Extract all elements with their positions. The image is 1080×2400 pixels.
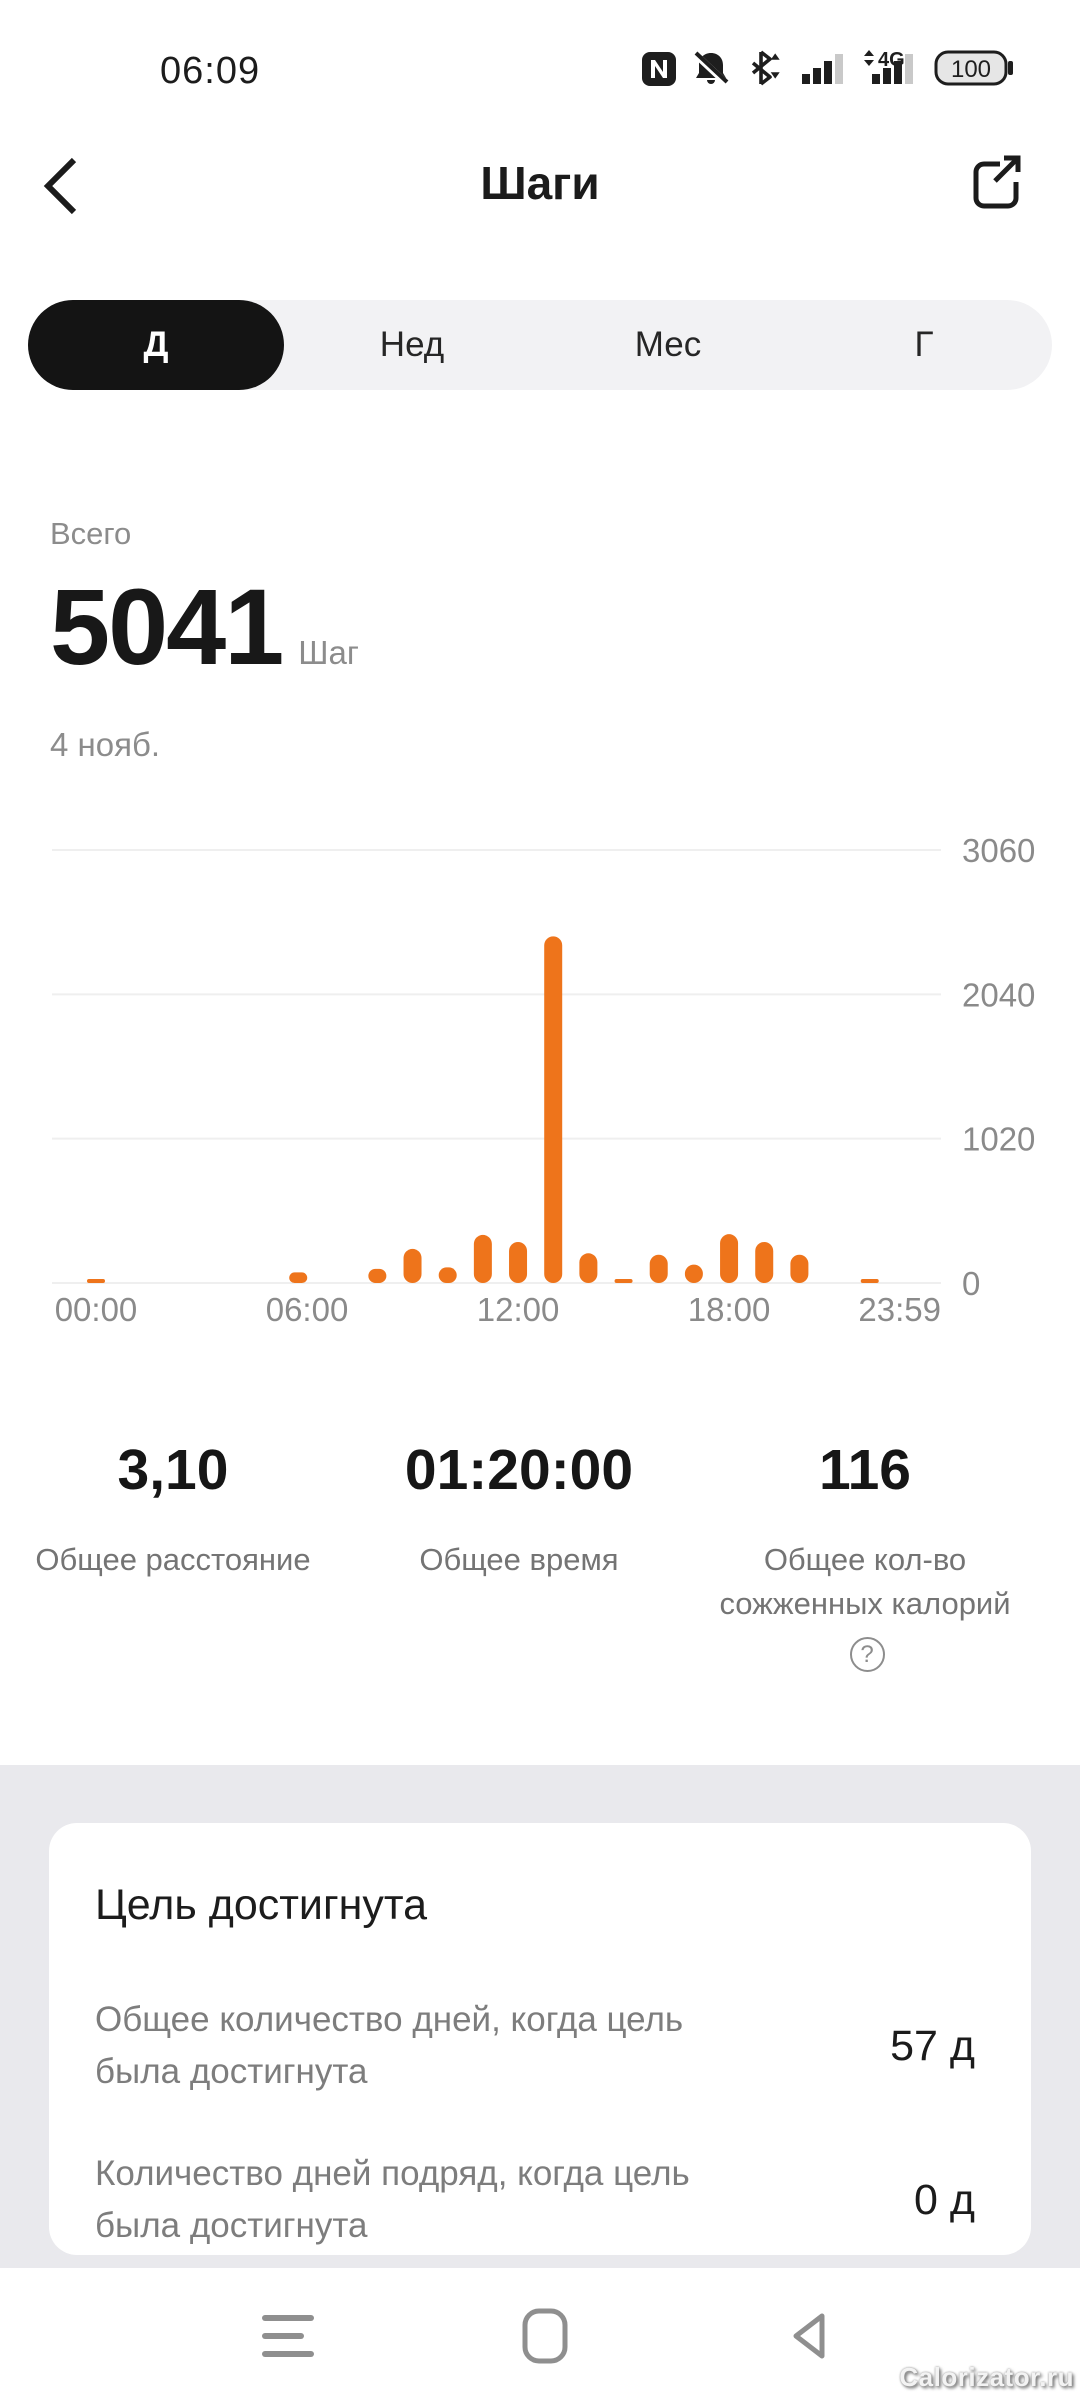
chart-bar	[755, 1241, 774, 1283]
watermark: Calorizator.ru	[899, 2362, 1074, 2392]
header: Шаги	[0, 146, 1080, 226]
svg-text:00:00: 00:00	[55, 1291, 138, 1328]
share-icon[interactable]	[968, 152, 1024, 214]
home-icon[interactable]	[517, 2308, 573, 2364]
chart-bar	[403, 1248, 422, 1283]
status-icons: 4G 100	[640, 48, 1016, 88]
total-steps: 5041 Шаг	[50, 562, 359, 692]
date-label: 4 нояб.	[50, 726, 161, 763]
chart-bar	[790, 1254, 809, 1283]
period-tabs: Д Нед Мес Г	[28, 300, 1052, 390]
tab-month[interactable]: Мес	[540, 300, 796, 390]
chart-bar	[544, 936, 563, 1283]
goal-streak-label: Количество дней подряд, когда цель была …	[95, 2153, 690, 2246]
stat-distance: 3,10 Общее расстояние	[0, 1438, 346, 1672]
total-steps-value: 5041	[50, 566, 284, 687]
clock: 06:09	[160, 50, 261, 92]
chart-bar	[614, 1279, 633, 1283]
back-icon[interactable]	[36, 154, 92, 218]
chart-bar	[860, 1279, 879, 1283]
signal-icon	[802, 54, 843, 84]
stat-calories-value: 116	[819, 1438, 911, 1502]
chart-bar	[579, 1253, 598, 1283]
battery-icon: 100	[934, 50, 1013, 86]
svg-text:18:00: 18:00	[688, 1291, 771, 1328]
chart-bar	[368, 1268, 387, 1283]
nav-back-icon[interactable]	[782, 2308, 838, 2364]
goal-section: Цель достигнута Общее количество дней, к…	[0, 1765, 1080, 2268]
tab-day[interactable]: Д	[28, 300, 284, 390]
total-steps-unit: Шаг	[298, 634, 359, 671]
stats-row: 3,10 Общее расстояние 01:20:00 Общее вре…	[0, 1438, 1080, 1672]
goal-total-days-row: Общее количество дней, когда цель была д…	[95, 1981, 975, 2111]
bluetooth-icon	[751, 50, 780, 86]
chart-bar	[649, 1254, 668, 1283]
svg-text:2040: 2040	[962, 976, 1035, 1013]
navigation-bar	[0, 2284, 1080, 2400]
chart-bar	[438, 1267, 457, 1283]
tab-year[interactable]: Г	[796, 300, 1052, 390]
status-bar: 06:09 4G	[0, 0, 1080, 100]
chart-bar	[87, 1279, 105, 1283]
stat-calories-label: Общее кол-во сожженных калорий?	[714, 1538, 1016, 1672]
page-title: Шаги	[480, 157, 600, 209]
battery-percent: 100	[951, 56, 991, 83]
svg-text:3060: 3060	[962, 832, 1035, 869]
goal-total-days-label: Общее количество дней, когда цель была д…	[95, 1999, 684, 2092]
total-label: Всего	[50, 516, 132, 551]
nfc-icon	[642, 52, 676, 86]
notifications-off-icon	[692, 51, 729, 86]
goal-streak-value: 0 д	[914, 2175, 975, 2224]
steps-bar-chart[interactable]: 0 1020 2040 3060 00:00 06:00 12:00 18:00 23:59	[0, 820, 1080, 1340]
tab-week[interactable]: Нед	[284, 300, 540, 390]
chart-bar	[289, 1272, 308, 1283]
svg-text:0: 0	[962, 1265, 980, 1302]
chart-bar	[720, 1234, 739, 1283]
svg-text:23:59: 23:59	[858, 1291, 941, 1328]
dual-sim-4g-icon: 4G	[864, 49, 913, 84]
chart-bar	[684, 1264, 703, 1283]
recents-icon[interactable]	[260, 2308, 316, 2364]
stat-time: 01:20:00 Общее время	[346, 1438, 692, 1672]
goal-streak-row: Количество дней подряд, когда цель была …	[95, 2135, 975, 2265]
goal-card-title: Цель достигнута	[95, 1881, 428, 1929]
chart-bar	[473, 1234, 492, 1283]
chart-bar	[509, 1241, 528, 1283]
goal-total-days-value: 57 д	[890, 2021, 975, 2070]
stat-calories: 116 Общее кол-во сожженных калорий?	[692, 1438, 1038, 1672]
svg-text:06:00: 06:00	[266, 1291, 349, 1328]
goal-card: Цель достигнута Общее количество дней, к…	[49, 1823, 1031, 2255]
stat-time-value: 01:20:00	[404, 1438, 634, 1502]
stat-distance-value: 3,10	[117, 1438, 229, 1502]
help-icon[interactable]: ?	[849, 1636, 885, 1672]
stat-distance-label: Общее расстояние	[35, 1541, 311, 1577]
svg-text:12:00: 12:00	[477, 1291, 560, 1328]
svg-text:1020: 1020	[962, 1121, 1035, 1158]
stat-time-label: Общее время	[419, 1541, 619, 1577]
